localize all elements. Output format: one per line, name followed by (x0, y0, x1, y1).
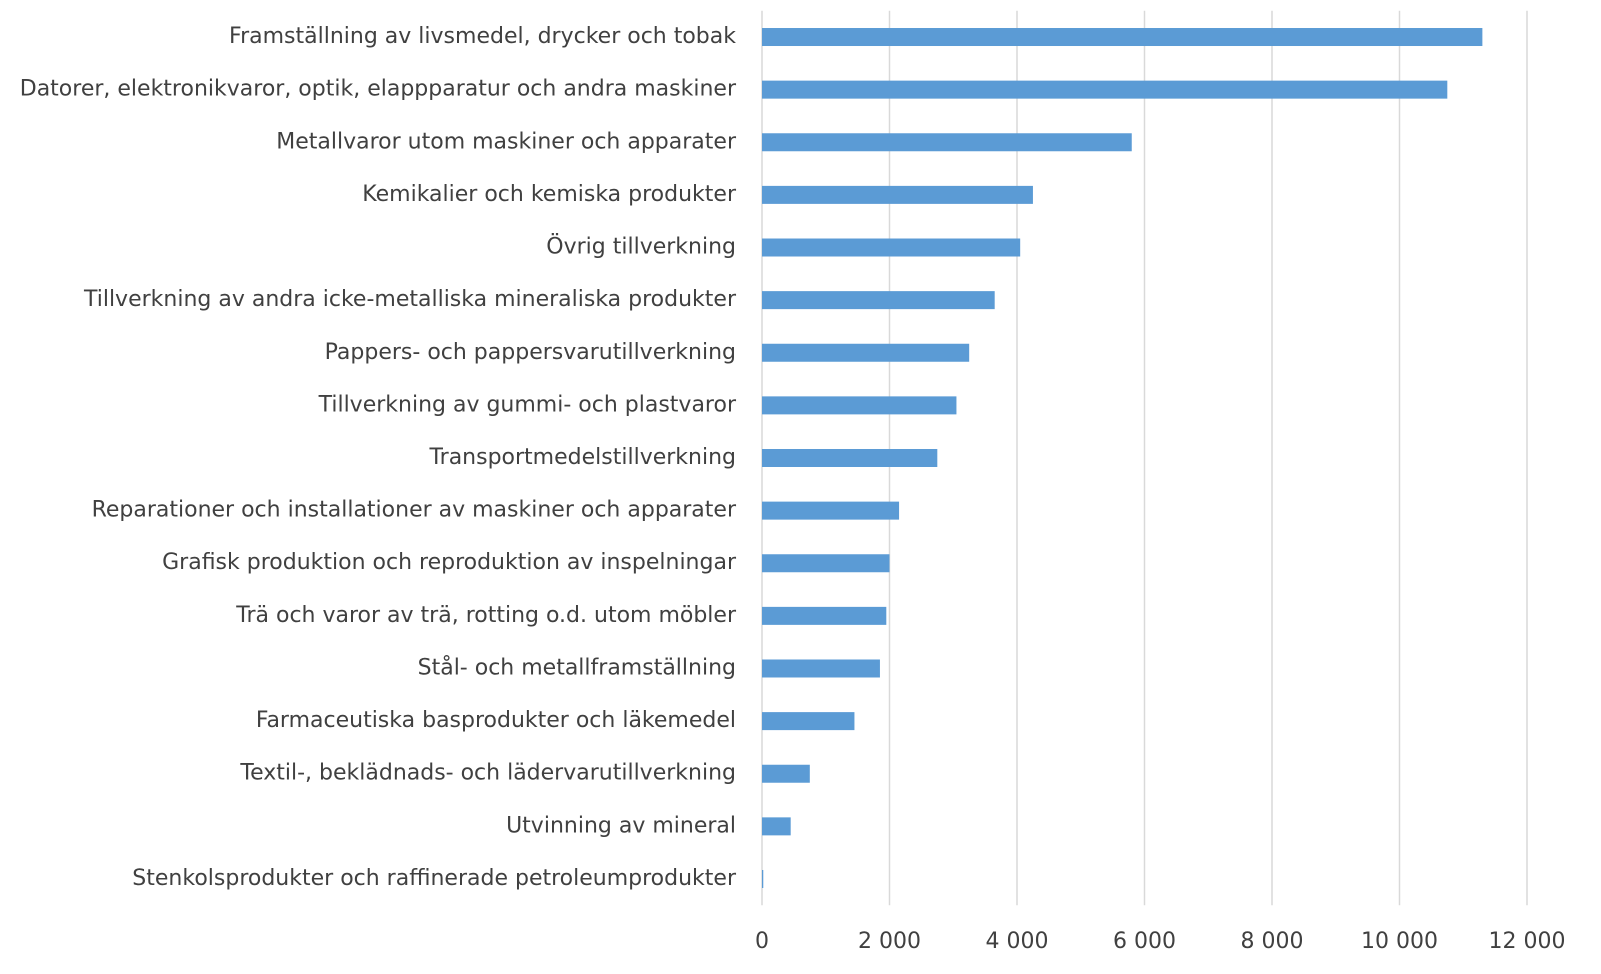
bar (762, 712, 855, 731)
y-tick-label: Textil-, beklädnads- och lädervarutillve… (239, 761, 736, 786)
x-tick-label: 12 000 (1489, 929, 1566, 954)
bar (762, 185, 1033, 204)
bar (762, 238, 1021, 257)
bar (762, 817, 791, 836)
bar (762, 343, 970, 362)
y-tick-label: Grafisk produktion och reproduktion av i… (162, 550, 737, 575)
bar (762, 133, 1132, 152)
bar (762, 501, 900, 520)
y-tick-label: Utvinning av mineral (506, 813, 736, 838)
bar (762, 80, 1448, 99)
bar (762, 449, 938, 467)
y-tick-label: Övrig tillverkning (546, 234, 736, 260)
bar (762, 291, 995, 310)
y-tick-label: Farmaceutiska basprodukter och läkemedel (256, 708, 736, 733)
x-tick-label: 6 000 (1113, 929, 1176, 954)
y-tick-label: Kemikalier och kemiska produkter (362, 182, 737, 207)
bar (762, 606, 887, 625)
y-tick-label: Pappers- och pappersvarutillverkning (325, 340, 736, 365)
x-tick-label: 8 000 (1241, 929, 1304, 954)
y-tick-label: Stål- och metallframställning (418, 654, 736, 680)
y-tick-label: Datorer, elektronikvaror, optik, elapppa… (20, 77, 737, 102)
bar (762, 869, 764, 888)
bar (762, 396, 957, 415)
y-tick-label: Transportmedelstillverkning (428, 445, 736, 470)
y-tick-label: Reparationer och installationer av maski… (92, 498, 737, 523)
x-tick-label: 2 000 (858, 929, 921, 954)
x-tick-label: 4 000 (986, 929, 1049, 954)
y-tick-label: Stenkolsprodukter och raffinerade petrol… (132, 866, 737, 891)
y-tick-label: Tillverkning av andra icke-metalliska mi… (83, 287, 737, 312)
y-tick-label: Metallvaror utom maskiner och apparater (276, 129, 737, 154)
x-tick-label: 10 000 (1361, 929, 1438, 954)
bar (762, 554, 890, 573)
y-tick-label: Framställning av livsmedel, drycker och … (229, 24, 736, 49)
bar (762, 659, 880, 678)
x-tick-label: 0 (755, 929, 769, 954)
y-tick-label: Tillverkning av gummi- och plastvaror (318, 392, 737, 417)
y-tick-label: Trä och varor av trä, rotting o.d. utom … (235, 603, 737, 628)
bar (762, 28, 1483, 47)
bar (762, 764, 810, 783)
